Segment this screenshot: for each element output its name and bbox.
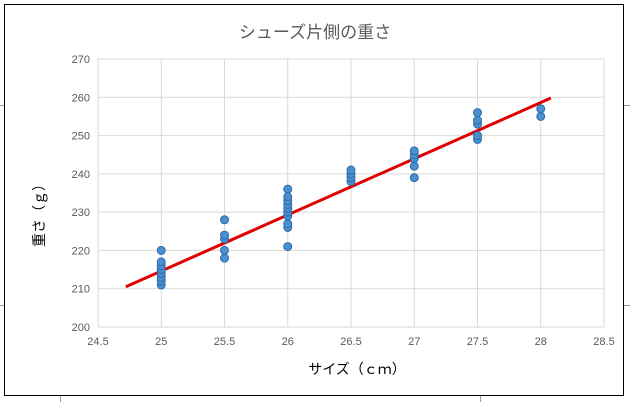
y-tick-label: 230	[72, 207, 90, 219]
x-tick-label: 28	[535, 336, 547, 348]
x-tick-label: 24.5	[87, 336, 108, 348]
sheet-gridline-bottom	[480, 396, 481, 402]
x-tick-label: 27.5	[467, 336, 488, 348]
data-point	[220, 215, 229, 225]
y-tick-label: 220	[72, 245, 90, 257]
data-point	[220, 230, 229, 240]
data-point	[220, 245, 229, 255]
sheet-gridline-right	[624, 105, 630, 106]
sheet-gridline-left	[0, 305, 4, 306]
y-axis-title: 重さ（ｇ）	[32, 177, 48, 247]
x-tick-label: 25.5	[214, 336, 235, 348]
trendline	[125, 96, 552, 289]
data-point	[283, 192, 293, 202]
sheet-gridline-left	[0, 105, 4, 106]
y-tick-label: 270	[72, 54, 90, 66]
sheet-gridline-bottom	[60, 396, 61, 402]
data-point	[283, 242, 293, 252]
gridlines	[97, 58, 605, 328]
x-axis-title: サイズ（ｃｍ）	[308, 362, 406, 378]
data-point	[346, 165, 356, 175]
data-point	[536, 111, 546, 121]
data-point	[409, 173, 419, 183]
data-point	[473, 131, 482, 141]
data-point	[473, 108, 482, 118]
trendline-layer	[125, 96, 552, 289]
data-point	[536, 104, 546, 114]
data-point	[409, 146, 419, 156]
data-point	[220, 253, 229, 263]
tick-labels: 200 210 220 230 240 250 260 270 24.5 25 25.5 26 26.5…	[72, 54, 615, 348]
data-point	[409, 161, 419, 171]
x-tick-label: 26	[282, 336, 294, 348]
data-points	[156, 104, 546, 290]
chart-title: シューズ片側の重さ	[239, 23, 391, 43]
y-tick-label: 200	[72, 322, 90, 334]
x-tick-label: 27	[408, 336, 420, 348]
sheet-gridline-right	[624, 305, 630, 306]
data-point	[473, 115, 482, 125]
y-tick-label: 260	[72, 92, 90, 104]
y-tick-label: 210	[72, 284, 90, 296]
x-tick-label: 28.5	[593, 336, 614, 348]
chart-area	[4, 4, 624, 396]
y-tick-label: 250	[72, 131, 90, 143]
data-point	[283, 219, 293, 229]
y-tick-label: 240	[72, 169, 90, 181]
x-tick-label: 26.5	[340, 336, 361, 348]
data-point	[156, 257, 166, 267]
data-point	[156, 245, 166, 255]
data-point	[283, 184, 293, 194]
x-tick-label: 25	[155, 336, 167, 348]
